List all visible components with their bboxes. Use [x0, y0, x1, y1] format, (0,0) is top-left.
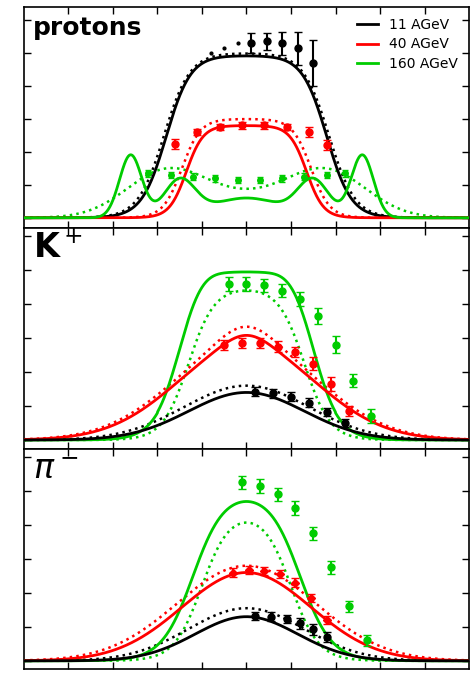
- Text: K$^+$: K$^+$: [33, 232, 82, 265]
- Legend: 11 AGeV, 40 AGeV, 160 AGeV: 11 AGeV, 40 AGeV, 160 AGeV: [353, 14, 462, 75]
- Text: protons: protons: [33, 16, 142, 40]
- Text: $\pi^-$: $\pi^-$: [33, 453, 78, 486]
